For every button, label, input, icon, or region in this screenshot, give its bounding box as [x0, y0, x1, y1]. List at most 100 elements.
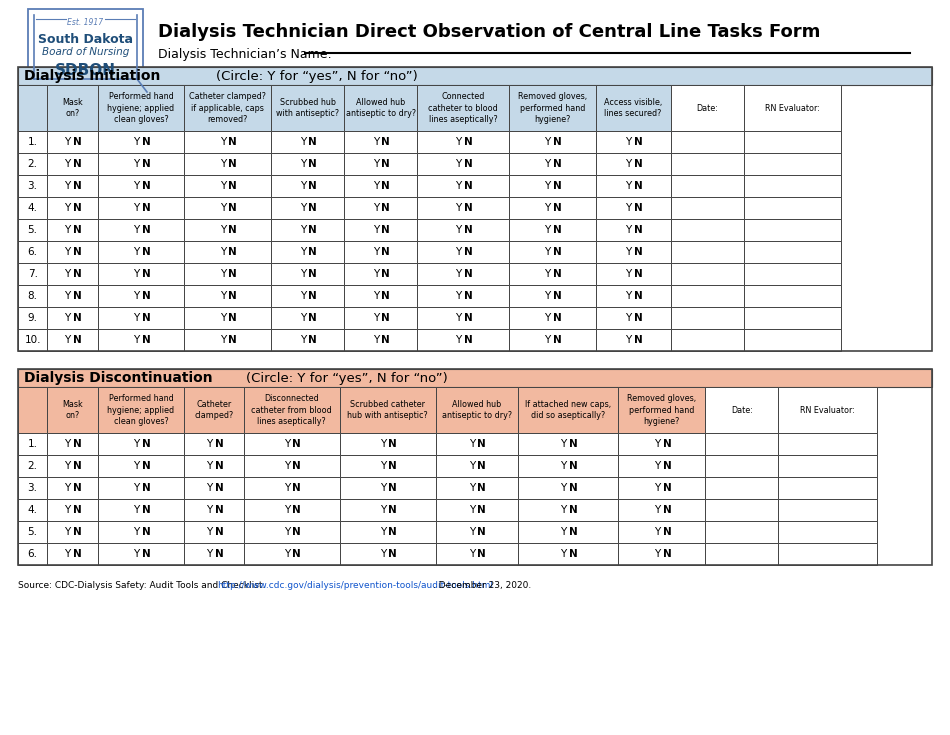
Bar [596, 329, 671, 351]
Bar [417, 219, 509, 241]
Text: Scrubbed hub
with antiseptic?: Scrubbed hub with antiseptic? [276, 98, 339, 118]
Bar [184, 499, 244, 521]
Text: N: N [382, 225, 390, 235]
Text: N: N [553, 159, 561, 169]
Bar [671, 241, 744, 263]
Bar [271, 131, 344, 153]
Text: Y: Y [372, 203, 379, 213]
Bar [184, 263, 271, 285]
Bar [48, 455, 98, 477]
Text: 7.: 7. [28, 269, 38, 279]
Bar [48, 329, 98, 351]
Bar [18, 67, 932, 351]
Text: Catheter clamped?
if applicable, caps
removed?: Catheter clamped? if applicable, caps re… [189, 93, 266, 123]
Text: Y: Y [206, 505, 212, 515]
Text: N: N [464, 137, 472, 147]
Bar [509, 241, 596, 263]
Text: Y: Y [468, 483, 475, 493]
Bar [596, 175, 671, 197]
Text: Y: Y [133, 225, 139, 235]
Text: Y: Y [544, 159, 550, 169]
Bar [671, 85, 744, 131]
Text: N: N [553, 335, 561, 345]
Bar [184, 241, 271, 263]
Bar [671, 285, 744, 307]
Bar [518, 499, 618, 521]
Text: N: N [228, 225, 238, 235]
Bar [271, 85, 344, 131]
Bar [244, 543, 340, 565]
Bar [671, 153, 744, 175]
Bar [184, 219, 271, 241]
Text: Y: Y [372, 247, 379, 257]
Text: N: N [553, 137, 561, 147]
Bar [596, 307, 671, 329]
Bar [18, 131, 48, 153]
Text: Y: Y [380, 461, 386, 471]
Text: Y: Y [455, 181, 462, 191]
Bar [271, 219, 344, 241]
Text: Y: Y [372, 225, 379, 235]
Bar [340, 433, 436, 455]
Text: 2.: 2. [28, 461, 38, 471]
Text: N: N [389, 505, 397, 515]
Text: Y: Y [65, 505, 70, 515]
Bar [705, 477, 778, 499]
Bar [98, 521, 184, 543]
Bar [417, 131, 509, 153]
Text: N: N [215, 527, 223, 537]
Text: Y: Y [455, 291, 462, 301]
Bar [705, 387, 778, 433]
Text: Y: Y [206, 439, 212, 449]
Bar [271, 285, 344, 307]
Bar [744, 85, 841, 131]
Bar [18, 499, 48, 521]
Bar [744, 285, 841, 307]
Text: Y: Y [65, 247, 70, 257]
Bar [98, 329, 184, 351]
Bar [18, 307, 48, 329]
Text: N: N [73, 505, 82, 515]
Text: Y: Y [468, 527, 475, 537]
Text: Y: Y [65, 483, 70, 493]
Text: 1.: 1. [28, 439, 38, 449]
Text: 6.: 6. [28, 549, 38, 559]
Text: Connected
catheter to blood
lines aseptically?: Connected catheter to blood lines asepti… [428, 93, 498, 123]
Text: Disconnected
catheter from blood
lines aseptically?: Disconnected catheter from blood lines a… [252, 395, 332, 426]
Text: N: N [142, 335, 150, 345]
Text: N: N [309, 225, 317, 235]
Text: (Circle: Y for “yes”, N for “no”): (Circle: Y for “yes”, N for “no”) [216, 70, 418, 82]
Text: N: N [228, 203, 238, 213]
Text: Y: Y [544, 225, 550, 235]
Text: N: N [293, 549, 301, 559]
Text: N: N [73, 549, 82, 559]
Text: Y: Y [219, 269, 226, 279]
Bar [596, 197, 671, 219]
Bar [417, 285, 509, 307]
Bar [509, 263, 596, 285]
Text: Y: Y [654, 505, 660, 515]
Text: Y: Y [219, 291, 226, 301]
Text: Y: Y [654, 483, 660, 493]
Bar [184, 455, 244, 477]
Text: N: N [478, 527, 486, 537]
Text: Y: Y [468, 461, 475, 471]
Text: N: N [382, 159, 390, 169]
Bar [48, 543, 98, 565]
Bar [596, 263, 671, 285]
Bar [344, 131, 417, 153]
Bar [98, 455, 184, 477]
Text: N: N [73, 313, 82, 323]
Text: N: N [73, 159, 82, 169]
Text: N: N [634, 247, 642, 257]
Text: N: N [73, 291, 82, 301]
Text: Y: Y [284, 505, 290, 515]
Text: Y: Y [560, 527, 566, 537]
Bar [48, 175, 98, 197]
Text: N: N [73, 225, 82, 235]
Text: Y: Y [455, 159, 462, 169]
Bar [518, 521, 618, 543]
Bar [98, 197, 184, 219]
Text: Y: Y [299, 181, 306, 191]
Bar [618, 521, 705, 543]
